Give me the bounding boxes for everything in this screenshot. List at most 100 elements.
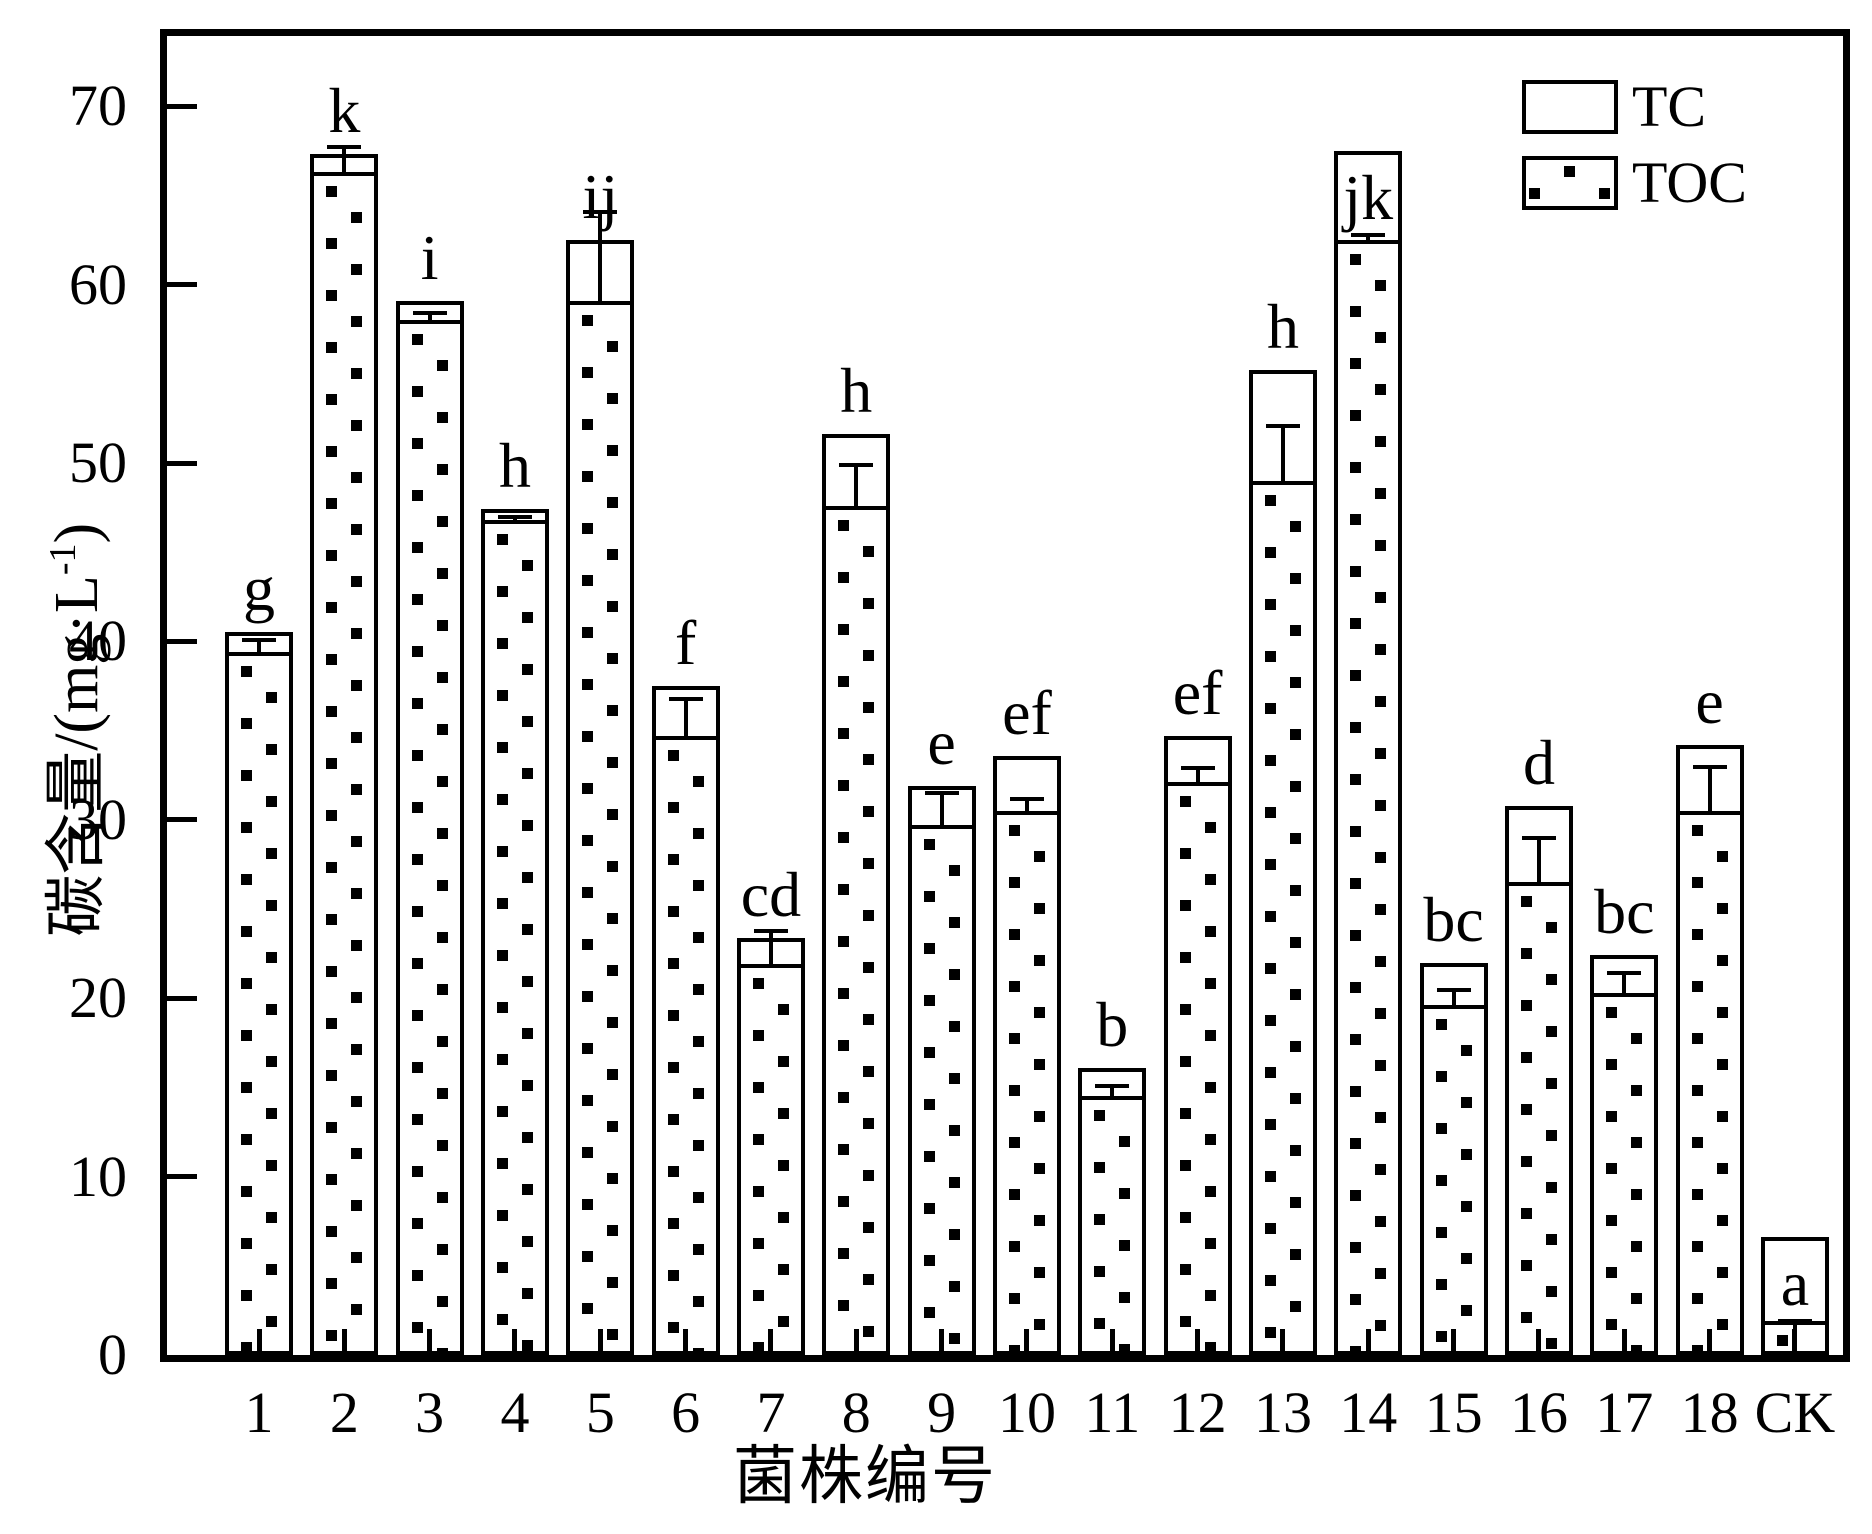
x-tick-mark [1365, 1329, 1371, 1355]
x-tick-mark [1451, 1329, 1457, 1355]
error-bar-cap [1180, 766, 1215, 771]
error-bar-stem [427, 311, 432, 321]
y-axis-title-suffix: ) [42, 522, 111, 544]
significance-letter: g [243, 553, 275, 625]
significance-letter: bc [1423, 883, 1484, 955]
toc-bar [480, 520, 549, 1355]
significance-letter: i [420, 221, 439, 293]
significance-letter: bc [1594, 876, 1655, 948]
x-tick-label: 14 [1339, 1380, 1398, 1445]
significance-letter: h [840, 355, 873, 427]
x-tick-mark [1195, 1329, 1201, 1355]
toc-bar [1334, 240, 1403, 1355]
error-bar-stem [342, 145, 347, 173]
toc-bar [566, 300, 635, 1355]
tc-swatch-icon [1522, 80, 1618, 134]
x-tick-mark [1024, 1329, 1030, 1355]
error-bar-stem [939, 791, 944, 826]
x-axis-title: 菌株编号 [733, 1441, 997, 1512]
error-bar-stem [1110, 1083, 1115, 1097]
legend-label-toc: TOC [1632, 150, 1747, 215]
x-tick-mark [597, 1329, 603, 1355]
y-tick-label: 30 [69, 786, 127, 852]
significance-letter: h [1266, 291, 1299, 363]
error-bar-stem [854, 463, 859, 506]
toc-bar [1163, 782, 1232, 1355]
error-bar-cap [1095, 1083, 1130, 1088]
error-bar-stem [683, 696, 688, 736]
x-tick-label: 7 [756, 1380, 786, 1445]
error-bar-cap [1692, 764, 1727, 769]
y-axis-title-superscript: -1 [42, 543, 85, 576]
toc-bar [1078, 1096, 1147, 1355]
x-tick-mark [256, 1329, 262, 1355]
x-tick-label: 10 [997, 1380, 1056, 1445]
significance-letter: k [328, 75, 361, 147]
x-tick-label: 3 [415, 1380, 445, 1445]
legend-row-toc: TOC [1522, 150, 1852, 215]
x-tick-label: 16 [1509, 1380, 1568, 1445]
error-bar-cap [412, 311, 447, 316]
x-tick-label: 2 [329, 1380, 359, 1445]
y-tick-mark [167, 638, 197, 644]
error-bar-cap [1777, 1319, 1812, 1324]
error-bar-cap [497, 514, 532, 519]
x-tick-label: 12 [1168, 1380, 1227, 1445]
significance-letter: jk [1343, 161, 1394, 233]
significance-letter: a [1780, 1248, 1810, 1320]
toc-bar [225, 652, 293, 1355]
error-bar-cap [753, 928, 788, 933]
error-bar-cap [327, 145, 362, 150]
y-tick-mark [167, 460, 197, 466]
plot-area: g k i h ij f cd h e ef b ef h jk bc d bc e a [160, 29, 1850, 1362]
toc-swatch-icon [1522, 156, 1618, 210]
y-tick-mark [167, 282, 197, 288]
x-tick-label: 4 [500, 1380, 530, 1445]
toc-bar [651, 735, 720, 1355]
legend-row-tc: TC [1522, 78, 1852, 136]
toc-bar [395, 320, 464, 1355]
x-tick-mark [1536, 1329, 1542, 1355]
y-tick-label: 20 [69, 965, 127, 1031]
x-tick-mark [853, 1329, 859, 1355]
legend: TC TOC [1522, 78, 1852, 232]
error-bar-stem [1024, 796, 1029, 811]
toc-bar [310, 172, 379, 1355]
error-bar-stem [1536, 835, 1541, 883]
error-bar-stem [1195, 766, 1200, 783]
error-bar-stem [1622, 971, 1627, 993]
error-bar-cap [1436, 987, 1471, 992]
y-tick-mark [167, 103, 197, 109]
x-tick-label: CK [1754, 1380, 1836, 1445]
x-tick-label: 6 [671, 1380, 701, 1445]
x-tick-mark [683, 1329, 689, 1355]
significance-letter: ef [1002, 676, 1052, 748]
x-tick-mark [768, 1329, 774, 1355]
significance-letter: f [674, 607, 697, 678]
error-bar-cap [1009, 796, 1044, 801]
error-bar-cap [668, 696, 703, 701]
toc-bar [1675, 810, 1744, 1355]
x-tick-label: 9 [927, 1380, 957, 1445]
significance-letter: b [1096, 988, 1129, 1060]
x-tick-label: 8 [841, 1380, 871, 1445]
x-tick-label: 18 [1680, 1380, 1739, 1445]
error-bar-stem [257, 637, 261, 653]
significance-letter: ef [1172, 656, 1223, 728]
x-tick-mark [1707, 1329, 1713, 1355]
significance-letter: d [1522, 726, 1555, 798]
error-bar-stem [598, 209, 603, 301]
x-tick-mark [427, 1329, 433, 1355]
x-tick-label: 1 [244, 1380, 274, 1445]
y-tick-label: 10 [69, 1143, 127, 1209]
x-tick-mark [1109, 1329, 1115, 1355]
error-bar-cap [1521, 835, 1556, 840]
y-tick-mark [167, 1174, 197, 1180]
y-tick-label: 50 [69, 430, 127, 495]
significance-letter: ij [582, 161, 619, 232]
x-tick-label: 11 [1084, 1380, 1141, 1445]
error-bar-cap [583, 209, 618, 214]
y-tick-label: 40 [69, 608, 127, 674]
toc-bar [907, 825, 976, 1355]
